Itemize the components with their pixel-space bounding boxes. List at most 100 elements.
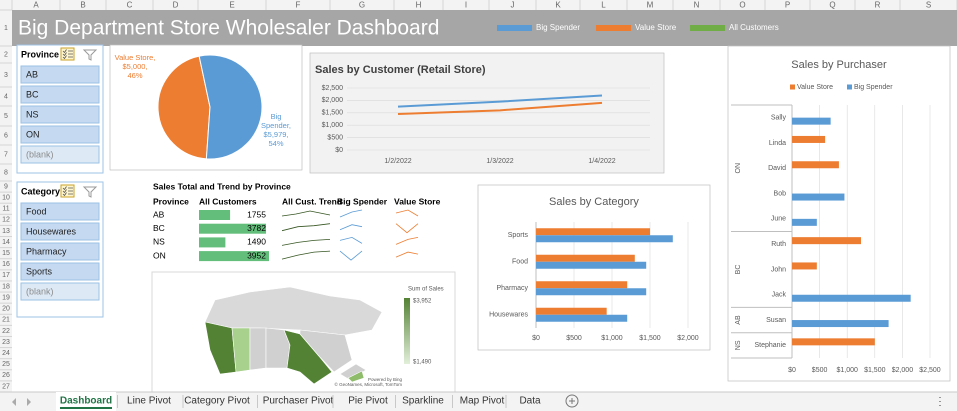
- headers: A B C D E F G H I J K L M N O P Q R S123456789101112131415…: [0, 0, 957, 393]
- add-sheet-button[interactable]: [565, 394, 579, 408]
- slicer-item[interactable]: [20, 202, 100, 221]
- column-header: K: [555, 1, 561, 10]
- row-header: 14: [2, 239, 10, 246]
- bar: [792, 193, 845, 201]
- x-tick-label: $500: [812, 367, 828, 374]
- bar: [792, 262, 817, 270]
- sparkline: [395, 251, 419, 258]
- sheet-tab[interactable]: Category Pivot: [184, 396, 250, 407]
- pie-slice: [157, 55, 211, 160]
- table-cell: 3782: [247, 223, 266, 233]
- bar: [536, 307, 607, 315]
- y-tick-label: Sally: [771, 114, 787, 121]
- slicer-item-label[interactable]: BC: [26, 89, 39, 99]
- group-label: ON: [735, 163, 742, 174]
- y-tick-label: $2,500: [322, 85, 344, 92]
- legend-label: Big Spender: [854, 84, 893, 91]
- legend-label: Value Store: [797, 84, 833, 91]
- sheet-tab[interactable]: Purchaser Pivot: [263, 396, 334, 407]
- bar: [792, 294, 911, 302]
- column-header: H: [416, 1, 422, 10]
- chart-title: Sales by Purchaser: [791, 59, 887, 71]
- y-tick-label: Food: [512, 259, 528, 266]
- column-header: S: [926, 1, 931, 10]
- sheet-tab[interactable]: Data: [519, 396, 541, 407]
- slicer-item-label[interactable]: (blank): [26, 149, 54, 159]
- row-header-bar: [0, 0, 12, 392]
- row-header: 4: [4, 93, 8, 100]
- table-cell: 1490: [247, 237, 266, 247]
- row-header: 2: [4, 51, 8, 58]
- slicer-item[interactable]: [20, 145, 100, 164]
- x-tick-label: $0: [788, 367, 796, 374]
- column-header: B: [80, 1, 85, 10]
- x-tick-label: $2,000: [892, 367, 914, 374]
- y-tick-label: Bob: [774, 190, 787, 197]
- sparkline: [395, 209, 419, 217]
- slicer-item-label[interactable]: Food: [26, 206, 47, 216]
- sparkline: [395, 223, 419, 234]
- slicer-item[interactable]: [20, 282, 100, 301]
- column-header: I: [465, 1, 467, 10]
- y-tick-label: John: [771, 266, 786, 273]
- column-header: R: [875, 1, 881, 10]
- scroll-right[interactable]: [27, 398, 31, 406]
- scroll-left[interactable]: [12, 398, 16, 406]
- group-label: BC: [735, 265, 742, 275]
- sheet-tab[interactable]: Dashboard: [60, 396, 112, 407]
- slicer-item-label[interactable]: NS: [26, 109, 39, 119]
- y-tick-label: Linda: [769, 140, 786, 147]
- slicer-item-label[interactable]: Sports: [26, 266, 53, 276]
- column-header: G: [359, 1, 365, 10]
- sparkline: [339, 250, 363, 261]
- column-header: L: [601, 1, 606, 10]
- row-header: 5: [4, 113, 8, 120]
- column-header: N: [694, 1, 700, 10]
- slicer-item[interactable]: [20, 85, 100, 104]
- slicer-item-label[interactable]: ON: [26, 129, 40, 139]
- pie-data-label: Value Store, $5,000, 46%: [114, 53, 156, 80]
- row-header: 15: [2, 250, 10, 257]
- column-header: O: [739, 1, 745, 10]
- map-legend-scale: [404, 298, 410, 364]
- content: Big Spender Value Store All Customers Provi…: [0, 23, 957, 411]
- bar: [792, 237, 861, 245]
- slicer-item-label[interactable]: Pharmacy: [26, 246, 67, 256]
- row-header: 22: [2, 328, 10, 335]
- slicer-item-label[interactable]: Housewares: [26, 226, 77, 236]
- slicer-item-label[interactable]: (blank): [26, 286, 54, 296]
- slicer-item[interactable]: [20, 242, 100, 261]
- row-header: 23: [2, 339, 10, 346]
- series-line: [397, 101, 603, 116]
- clear-filter-button[interactable]: [82, 49, 98, 61]
- x-tick-label: $1,000: [836, 367, 858, 374]
- row-header: 8: [4, 169, 8, 176]
- y-tick-label: Pharmacy: [496, 285, 528, 292]
- slicer-item[interactable]: [20, 222, 100, 241]
- province-shape: [204, 321, 237, 375]
- x-tick-label: $2,500: [919, 367, 941, 374]
- x-tick-label: 1/2/2022: [384, 158, 411, 165]
- sparkline: [339, 224, 363, 231]
- slicer-item-label[interactable]: AB: [26, 69, 38, 79]
- bar: [536, 254, 635, 262]
- series-line: [397, 94, 603, 108]
- map-credit: © GeoNames, Microsoft, TomTom: [335, 381, 403, 387]
- sheet-tab[interactable]: Sparkline: [402, 396, 444, 407]
- clear-filter-button[interactable]: [82, 186, 98, 198]
- multi-select-icon: [62, 52, 73, 57]
- sheet-tab[interactable]: Line Pivot: [127, 396, 171, 407]
- row-header: 27: [2, 383, 10, 390]
- slicer-item[interactable]: [20, 105, 100, 124]
- multi-select-icon: [62, 55, 73, 60]
- slicer-item[interactable]: [20, 65, 100, 84]
- sheet-tab[interactable]: Map Pivot: [460, 396, 505, 407]
- sheet-tab[interactable]: Pie Pivot: [348, 396, 388, 407]
- table-header: All Cust. Trend: [282, 196, 342, 206]
- row-header: 26: [2, 372, 10, 379]
- slicer-item[interactable]: [20, 262, 100, 281]
- row-header: 7: [4, 151, 8, 158]
- slicer-item[interactable]: [20, 125, 100, 144]
- sparkline: [395, 237, 419, 245]
- x-tick-label: $1,500: [639, 335, 661, 342]
